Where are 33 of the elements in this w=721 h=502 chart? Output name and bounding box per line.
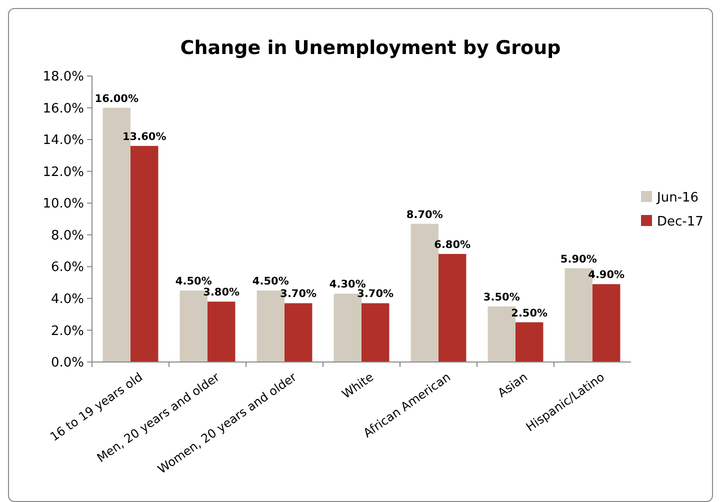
data-label: 5.90% bbox=[560, 253, 598, 266]
chart-title: Change in Unemployment by Group bbox=[180, 37, 561, 59]
data-label: 3.80% bbox=[203, 286, 240, 299]
bar bbox=[130, 146, 158, 362]
y-tick-label: 10.0% bbox=[42, 196, 84, 212]
bar bbox=[284, 303, 312, 362]
y-tick-label: 12.0% bbox=[42, 164, 84, 180]
y-tick-label: 8.0% bbox=[50, 228, 84, 244]
data-label: 3.70% bbox=[280, 288, 318, 300]
data-label: 8.70% bbox=[406, 208, 444, 221]
data-label: 6.80% bbox=[434, 238, 472, 251]
data-label: 2.50% bbox=[511, 307, 548, 320]
legend-label: Dec-17 bbox=[657, 214, 704, 230]
data-label: 3.70% bbox=[357, 288, 394, 300]
bar bbox=[516, 322, 544, 362]
data-label: 4.50% bbox=[252, 276, 290, 288]
data-label: 4.90% bbox=[588, 269, 626, 282]
bar bbox=[592, 284, 620, 362]
bar bbox=[362, 303, 390, 362]
y-tick-label: 6.0% bbox=[50, 260, 84, 276]
bar bbox=[208, 302, 236, 362]
data-label: 16.00% bbox=[94, 92, 139, 105]
y-tick-label: 18.0% bbox=[42, 70, 84, 85]
y-tick-label: 2.0% bbox=[50, 324, 84, 339]
bar bbox=[438, 254, 466, 362]
data-label: 13.60% bbox=[122, 130, 167, 143]
legend-label: Jun-16 bbox=[656, 190, 699, 206]
y-tick-label: 0.0% bbox=[50, 356, 84, 371]
y-tick-label: 14.0% bbox=[42, 133, 84, 148]
data-label: 3.50% bbox=[483, 291, 520, 304]
data-label: 4.50% bbox=[175, 276, 212, 288]
y-tick-label: 4.0% bbox=[50, 292, 84, 307]
y-tick-label: 16.0% bbox=[42, 101, 84, 116]
